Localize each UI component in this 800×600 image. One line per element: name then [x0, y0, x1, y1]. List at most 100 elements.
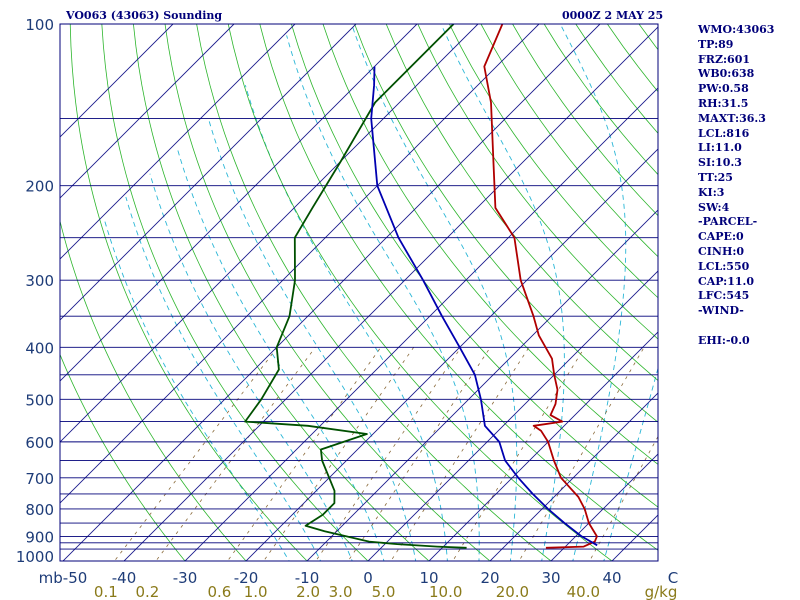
index-item: LI:11.0: [698, 141, 742, 155]
isotherm: [550, 453, 658, 561]
mixing-ratio-line: [390, 347, 530, 561]
dry-adiabat: [291, 24, 658, 508]
isotherm: [428, 331, 658, 561]
pressure-label: 100: [25, 16, 54, 34]
mixing-ratio-label: 0.1: [94, 583, 118, 600]
index-item: SW:4: [698, 200, 730, 214]
index-item: -WIND-: [698, 304, 744, 318]
sounding-title: VO063 (43063) Sounding: [66, 9, 223, 22]
temperature-line: [483, 24, 598, 549]
isotherm: [60, 24, 540, 504]
mixing-ratio-label: 3.0: [329, 583, 353, 600]
dry-adiabat: [133, 24, 430, 561]
isotherm: [60, 24, 357, 321]
isotherm: [62, 24, 601, 561]
mixing-ratio-label: 20.0: [496, 583, 529, 600]
index-item: CAPE:0: [698, 230, 744, 244]
temperature-label: 10: [419, 569, 438, 587]
pressure-label: 700: [25, 470, 54, 488]
isotherm: [60, 24, 479, 443]
mixing-ratio-label: 5.0: [372, 583, 396, 600]
dry-adiabat: [449, 24, 658, 299]
mixing-ratio-unit: g/kg: [645, 583, 678, 600]
index-item: CINH:0: [698, 244, 745, 258]
dry-adiabat: [60, 219, 247, 561]
pressure-label: 300: [25, 272, 54, 290]
pressure-label: 400: [25, 339, 54, 357]
temperature-label: 0: [363, 569, 373, 587]
index-item: WMO:43063: [698, 23, 775, 36]
temperature-label: -30: [173, 569, 198, 587]
mixing-ratio-line: [227, 347, 382, 561]
dry-adiabat: [69, 24, 308, 561]
isotherm: [184, 87, 658, 561]
isotherm: [367, 270, 658, 561]
moist-adiabat: [125, 196, 322, 561]
dry-adiabat: [480, 24, 658, 258]
temperature-label: mb-50: [39, 569, 88, 587]
temperature-label: 20: [480, 569, 499, 587]
mixing-ratio-line: [452, 347, 585, 561]
index-item: LFC:545: [698, 289, 750, 303]
sounding-profiles: [244, 24, 598, 549]
moist-adiabat: [440, 24, 565, 561]
mixing-ratio-line: [155, 347, 316, 561]
dry-adiabat: [417, 24, 658, 340]
mixing-ratio-line: [589, 435, 658, 561]
index-item: SI:10.3: [698, 156, 742, 170]
index-item: EHI:-0.0: [698, 333, 750, 347]
mixing-ratio-line: [263, 347, 415, 561]
moist-adiabat: [244, 85, 448, 561]
isotherm: [306, 209, 658, 561]
isotherm: [489, 392, 658, 561]
isotherm: [60, 24, 296, 260]
isotherm: [123, 26, 658, 561]
mixing-ratio-label: 1.0: [244, 583, 268, 600]
mixing-ratio-label: 10.0: [429, 583, 462, 600]
dry-adiabat: [259, 24, 658, 551]
mixing-ratio-label: 0.6: [207, 583, 231, 600]
moist-adiabat: [603, 366, 658, 561]
mixing-ratio-label: 2.0: [296, 583, 320, 600]
index-item: LCL:816: [698, 126, 750, 140]
pressure-label: 800: [25, 501, 54, 519]
dry-adiabat: [227, 24, 613, 561]
isotherm: [60, 24, 235, 199]
dry-adiabat: [354, 24, 658, 423]
temperature-label: -10: [295, 569, 320, 587]
pressure-label: 500: [25, 391, 54, 409]
index-item: FRZ:601: [698, 52, 751, 66]
isotherm: [60, 24, 174, 138]
moist-adiabat: [149, 173, 353, 561]
dry-adiabat: [60, 353, 186, 561]
temperature-label: 30: [541, 569, 560, 587]
isotherm: [245, 148, 658, 561]
sounding-indices-panel: WMO:43063 TP:89 FRZ:601 WB0:638 PW:0.58 RH:31…: [698, 23, 774, 349]
moist-adiabat: [286, 35, 480, 561]
index-item: [698, 319, 774, 334]
index-item: MAXT:36.3: [698, 111, 766, 125]
isotherm: [60, 24, 418, 382]
mixing-ratio-line: [114, 347, 278, 561]
pressure-label: 200: [25, 178, 54, 196]
index-item: WB0:638: [698, 67, 755, 81]
index-item: RH:31.5: [698, 96, 749, 110]
mixing-ratio-line: [315, 347, 462, 561]
plot-frame: [59, 23, 659, 562]
parcel-line: [370, 66, 598, 547]
dry-adiabat: [101, 24, 369, 561]
index-item: -PARCEL-: [698, 215, 758, 229]
dry-adiabat: [196, 24, 552, 561]
index-item: LCL:550: [698, 259, 750, 273]
index-item: KI:3: [698, 185, 725, 199]
temperature-label: C: [668, 569, 678, 587]
pressure-label: 900: [25, 528, 54, 546]
index-item: TT:25: [698, 170, 733, 184]
dry-adiabat: [385, 24, 658, 381]
mixing-ratio-line: [347, 347, 491, 561]
sounding-time: 0000Z 2 MAY 25: [562, 9, 664, 22]
skewt-grid: [60, 24, 658, 561]
index-item: CAP:11.0: [698, 274, 755, 288]
